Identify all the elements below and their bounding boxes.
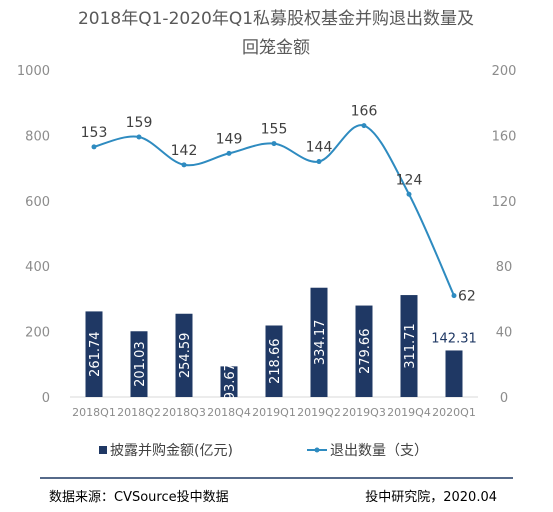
bar <box>355 305 373 397</box>
x-axis-label: 2018Q4 <box>207 406 251 419</box>
bar <box>310 287 328 397</box>
line-point-label: 144 <box>306 140 333 156</box>
legend: 披露并购金额(亿元) 退出数量（支） <box>99 443 428 459</box>
legend-bar-swatch <box>99 446 107 454</box>
bar-value-label: 311.71 <box>403 323 418 369</box>
line-point-label: 149 <box>216 131 243 147</box>
legend-bar-label: 披露并购金额(亿元) <box>110 443 233 459</box>
bar-value-label: 254.59 <box>178 333 193 379</box>
left-y-tick: 200 <box>25 326 50 341</box>
x-axis-label: 2019Q2 <box>297 406 341 419</box>
line-point-label: 155 <box>261 122 288 138</box>
legend-line-label: 退出数量（支） <box>330 443 428 459</box>
bar <box>445 350 463 397</box>
x-axis-label: 2019Q1 <box>252 406 296 419</box>
line-point-label: 124 <box>396 172 423 188</box>
bar <box>175 313 193 397</box>
x-axis-label: 2019Q3 <box>342 406 386 419</box>
line-point <box>91 144 97 150</box>
bar-value-label: 93.67 <box>223 363 238 400</box>
footer-source: 数据来源：CVSource投中数据 <box>49 489 229 505</box>
x-axis-labels: 2018Q1 2018Q2 2018Q3 2018Q4 2019Q1 2019Q2 2019… <box>72 406 476 419</box>
chart-title-line-2: 回笼金额 <box>242 38 310 58</box>
bar <box>130 331 148 397</box>
right-y-tick: 120 <box>492 195 517 210</box>
bar-value-label: 334.17 <box>313 320 328 366</box>
left-y-tick: 600 <box>25 195 50 210</box>
left-y-tick: 800 <box>25 129 50 144</box>
bar <box>265 325 283 397</box>
right-y-axis: 0 40 80 120 160 200 <box>492 64 517 406</box>
right-y-tick: 40 <box>496 326 513 341</box>
legend-line-marker <box>314 447 320 453</box>
line-point <box>406 191 412 197</box>
line-point-label: 62 <box>458 289 476 305</box>
line-point <box>181 162 187 168</box>
bar-value-label: 279.66 <box>358 329 373 375</box>
series-line <box>93 124 455 297</box>
bar-series: 261.74 201.03 254.59 93.67 218.66 334.17 279.6… <box>85 287 477 400</box>
line-point-label: 166 <box>351 104 378 120</box>
right-y-tick: 80 <box>496 260 513 275</box>
left-y-tick: 1000 <box>17 64 50 79</box>
x-axis-label: 2020Q1 <box>432 406 476 419</box>
line-point-label: 142 <box>171 143 198 159</box>
right-y-tick: 200 <box>492 64 517 79</box>
x-axis-label: 2019Q4 <box>387 406 431 419</box>
bar <box>400 295 418 397</box>
left-y-tick: 0 <box>42 391 50 406</box>
chart-title-line-1: 2018年Q1-2020年Q1私募股权基金并购退出数量及 <box>78 9 474 29</box>
bar-value-label: 201.03 <box>133 341 148 387</box>
footer-publisher: 投中研究院，2020.04 <box>365 489 497 505</box>
bar <box>85 311 103 397</box>
line-series: 153 159 142 149 155 144 166 124 62 <box>81 104 476 305</box>
x-axis-label: 2018Q3 <box>162 406 206 419</box>
line-point-label: 159 <box>126 115 153 131</box>
bar <box>220 366 238 397</box>
line-point-label: 153 <box>81 125 108 141</box>
line-point <box>361 123 367 129</box>
x-axis-label: 2018Q1 <box>72 406 116 419</box>
left-y-tick: 400 <box>25 260 50 275</box>
line-point <box>136 134 142 140</box>
x-axis-label: 2018Q2 <box>117 406 161 419</box>
bar-value-label: 218.66 <box>268 338 283 384</box>
right-y-tick: 0 <box>500 391 508 406</box>
left-y-axis: 0 200 400 600 800 1000 <box>17 64 50 406</box>
bar-value-label: 142.31 <box>431 331 477 346</box>
line-point <box>271 141 277 147</box>
right-y-tick: 160 <box>492 129 517 144</box>
line-point <box>316 159 322 165</box>
line-point <box>451 293 457 299</box>
line-point <box>226 150 232 156</box>
bar-value-label: 261.74 <box>88 331 103 377</box>
